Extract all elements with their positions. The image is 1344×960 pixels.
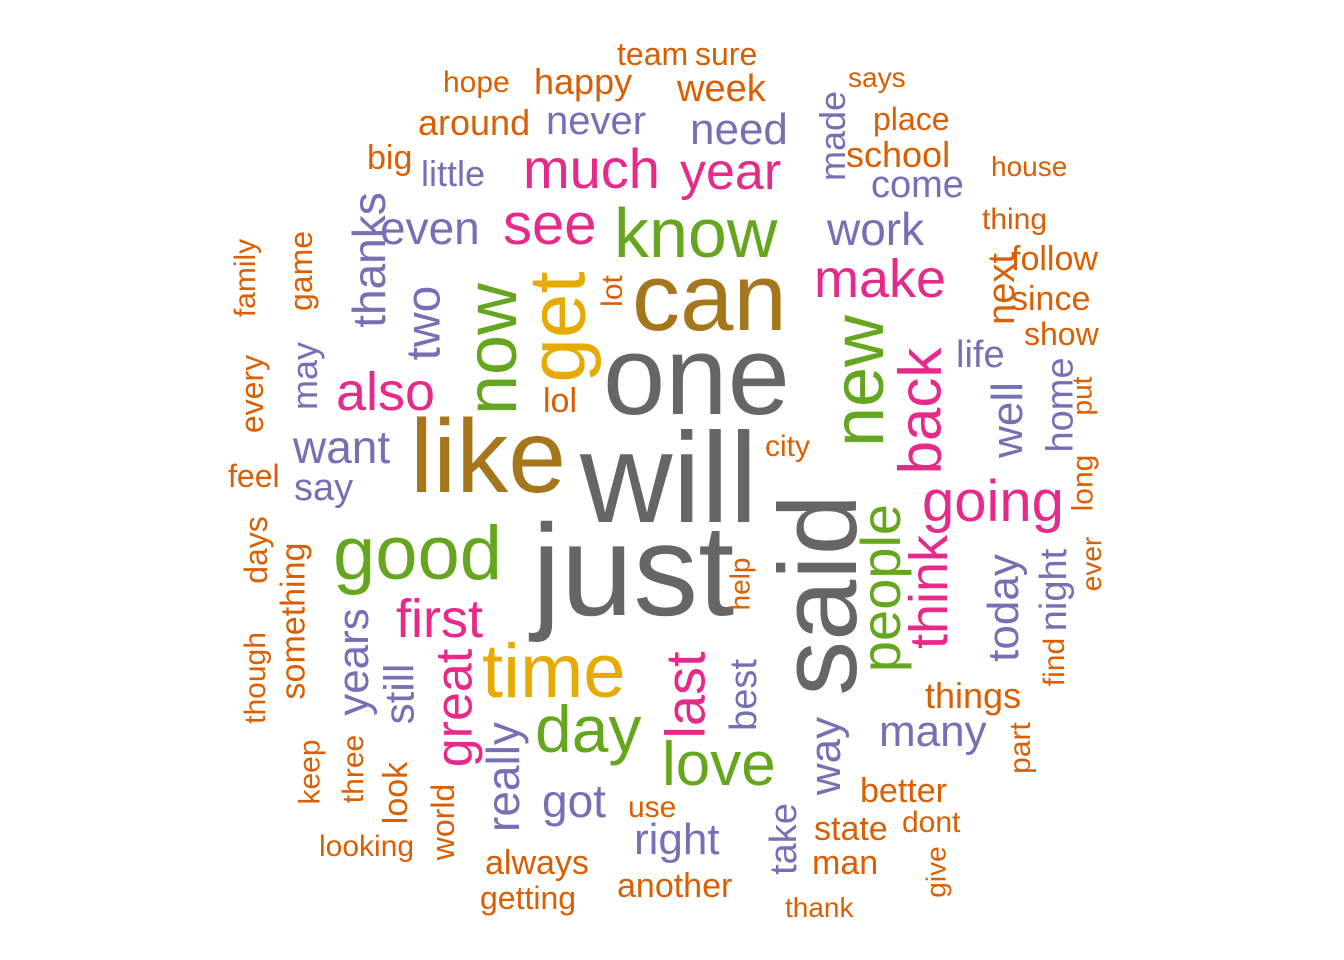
word-dont: dont xyxy=(902,806,961,839)
word-much: much xyxy=(523,137,660,200)
word-look: look xyxy=(377,761,416,825)
word-around: around xyxy=(418,102,531,143)
word-hope: hope xyxy=(443,66,510,99)
word-getting: getting xyxy=(480,880,577,916)
word-little: little xyxy=(421,153,486,194)
word-city: city xyxy=(765,430,810,463)
word-now: now xyxy=(452,282,533,416)
word-time: time xyxy=(482,629,626,714)
word-like: like xyxy=(410,399,567,515)
word-many: many xyxy=(879,707,987,756)
word-good: good xyxy=(333,511,503,596)
word-two: two xyxy=(397,285,451,361)
word-put: put xyxy=(1066,376,1098,416)
word-life: life xyxy=(956,334,1005,376)
word-thing: thing xyxy=(982,203,1048,236)
word-back: back xyxy=(886,347,954,475)
word-know: know xyxy=(614,194,778,272)
word-work: work xyxy=(827,203,925,255)
word-man: man xyxy=(812,844,879,882)
word-three: three xyxy=(337,734,371,804)
word-another: another xyxy=(617,867,733,905)
word-says: says xyxy=(848,62,906,93)
word-see: see xyxy=(503,192,597,257)
word-well: well xyxy=(982,382,1032,458)
word-thank: thank xyxy=(785,892,854,923)
word-thanks: thanks xyxy=(342,192,395,328)
word-may: may xyxy=(284,341,326,411)
word-happy: happy xyxy=(534,61,633,102)
word-night: night xyxy=(1033,548,1076,632)
word-new: new xyxy=(819,314,900,448)
word-one: one xyxy=(603,313,790,438)
word-long: long xyxy=(1066,454,1100,512)
word-going: going xyxy=(922,469,1064,534)
word-great: great xyxy=(425,648,484,768)
word-ever: ever xyxy=(1076,536,1108,592)
word-help: help xyxy=(724,557,756,611)
word-sure: sure xyxy=(695,36,758,72)
word-will: will xyxy=(580,407,758,550)
word-love: love xyxy=(662,730,776,799)
word-big: big xyxy=(367,139,413,177)
word-game: game xyxy=(283,230,320,312)
word-part: part xyxy=(1003,722,1037,774)
word-team: team xyxy=(617,36,689,72)
word-every: every xyxy=(234,354,271,434)
word-last: last xyxy=(653,651,717,739)
word-want: want xyxy=(293,421,391,473)
word-year: year xyxy=(680,143,782,201)
word-find: find xyxy=(1038,637,1072,687)
word-something: something xyxy=(274,542,313,700)
word-take: take xyxy=(762,803,805,875)
word-need: need xyxy=(690,105,788,154)
word-days: days xyxy=(237,516,274,584)
word-use: use xyxy=(628,791,677,824)
word-looking: looking xyxy=(319,830,415,863)
word-school: school xyxy=(846,134,951,175)
word-since: since xyxy=(1011,280,1091,318)
word-best: best xyxy=(722,659,765,731)
word-follow: follow xyxy=(1011,240,1098,278)
word-first: first xyxy=(396,589,483,649)
word-next: next xyxy=(980,253,1023,325)
word-today: today xyxy=(978,554,1028,662)
word-lol: lol xyxy=(543,382,578,420)
word-keep: keep xyxy=(293,739,327,805)
word-way: way xyxy=(801,716,851,796)
word-just: just xyxy=(532,497,735,643)
word-think: think xyxy=(899,534,960,650)
word-day: day xyxy=(535,692,642,766)
word-state: state xyxy=(814,810,888,848)
word-feel: feel xyxy=(228,458,280,494)
word-say: say xyxy=(294,467,354,509)
word-still: still xyxy=(375,663,423,725)
word-give: give xyxy=(920,846,952,898)
word-come: come xyxy=(871,164,964,206)
word-also: also xyxy=(336,362,436,422)
word-world: world xyxy=(425,783,462,861)
word-never: never xyxy=(546,99,647,143)
word-family: family xyxy=(229,238,263,318)
word-show: show xyxy=(1024,316,1099,352)
word-can: can xyxy=(632,244,787,351)
word-lot: lot xyxy=(595,275,629,307)
word-make: make xyxy=(814,249,947,309)
word-really: really xyxy=(476,722,529,832)
word-got: got xyxy=(542,775,606,827)
word-week: week xyxy=(677,68,766,110)
word-right: right xyxy=(634,815,720,864)
word-things: things xyxy=(925,675,1022,716)
word-better: better xyxy=(860,772,947,810)
word-though: though xyxy=(238,632,272,724)
word-even: even xyxy=(380,202,480,254)
word-years: years xyxy=(328,608,378,716)
word-always: always xyxy=(485,844,589,882)
word-house: house xyxy=(991,151,1068,182)
word-place: place xyxy=(873,101,950,137)
